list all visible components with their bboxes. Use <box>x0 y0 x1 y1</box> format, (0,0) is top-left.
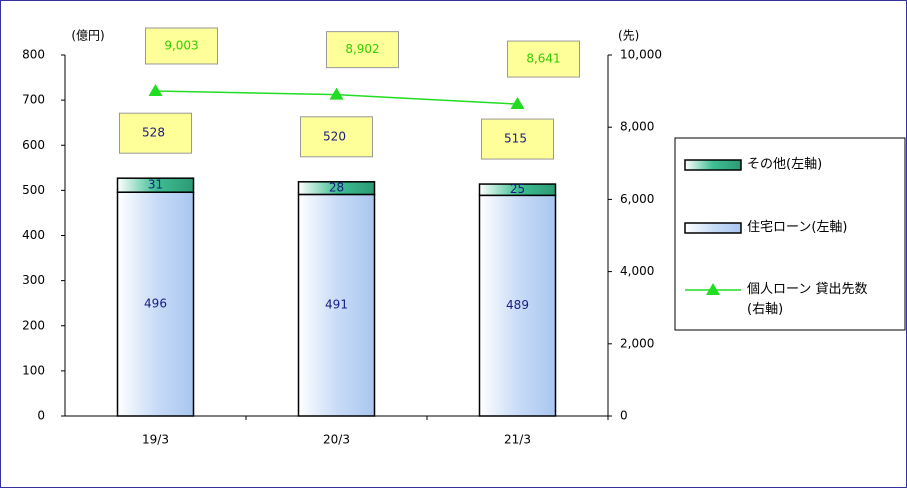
line-value-label: 8,641 <box>526 52 560 66</box>
line-label-box <box>326 31 399 69</box>
y2-tick-label: 6,000 <box>620 192 654 206</box>
y-axis-label: (億円) <box>71 29 104 43</box>
legend-swatch <box>684 159 742 171</box>
legend-label: 個人ローン 貸出先数(右軸) <box>747 282 868 317</box>
total-label: 528 <box>142 126 165 140</box>
y-tick-label: 600 <box>22 138 45 152</box>
y2-tick-label: 0 <box>620 409 628 423</box>
y-tick-label: 0 <box>37 409 45 423</box>
x-tick-label: 21/3 <box>504 433 531 447</box>
y2-tick-label: 8,000 <box>620 120 654 134</box>
y2-tick-label: 4,000 <box>620 264 654 278</box>
bar-segment <box>478 183 557 197</box>
bar-value-label: 25 <box>510 182 525 196</box>
y-tick-label: 800 <box>22 48 45 62</box>
legend-swatch <box>684 222 742 234</box>
total-label-box <box>300 116 373 158</box>
total-label-box <box>481 118 554 160</box>
bar-value-label: 496 <box>144 297 167 311</box>
legend-marker <box>706 283 720 295</box>
y-tick-label: 200 <box>22 318 45 332</box>
x-tick-label: 20/3 <box>323 433 350 447</box>
x-tick-label: 19/3 <box>142 433 169 447</box>
line-marker <box>148 83 163 96</box>
y2-tick-label: 10,000 <box>620 48 662 62</box>
line-value-label: 8,902 <box>345 42 379 56</box>
line-marker <box>329 87 344 100</box>
bar-segment <box>297 193 376 417</box>
y-tick-label: 100 <box>22 363 45 377</box>
y2-axis-label: (先) <box>618 29 639 43</box>
y2-tick-label: 2,000 <box>620 336 654 350</box>
bar-value-label: 489 <box>506 298 529 312</box>
line-label-box <box>507 40 580 78</box>
line-value-label: 9,003 <box>164 38 198 52</box>
bar-value-label: 31 <box>148 178 163 192</box>
bar-value-label: 491 <box>325 298 348 312</box>
bar-segment <box>478 194 557 417</box>
y-tick-label: 700 <box>22 93 45 107</box>
line-marker <box>510 97 525 110</box>
total-label-box <box>119 112 192 154</box>
line-label-box <box>145 27 218 65</box>
legend-label: その他(左軸) <box>747 157 823 172</box>
bar-value-label: 28 <box>329 181 344 195</box>
bar-segment <box>116 191 195 417</box>
y-tick-label: 300 <box>22 273 45 287</box>
bar-segment <box>297 181 376 196</box>
y-tick-label: 500 <box>22 183 45 197</box>
legend-label: 住宅ローン(左軸) <box>747 220 848 235</box>
y-tick-label: 400 <box>22 228 45 242</box>
total-label: 515 <box>504 132 527 146</box>
total-label: 520 <box>323 129 346 143</box>
bar-segment <box>116 177 195 193</box>
